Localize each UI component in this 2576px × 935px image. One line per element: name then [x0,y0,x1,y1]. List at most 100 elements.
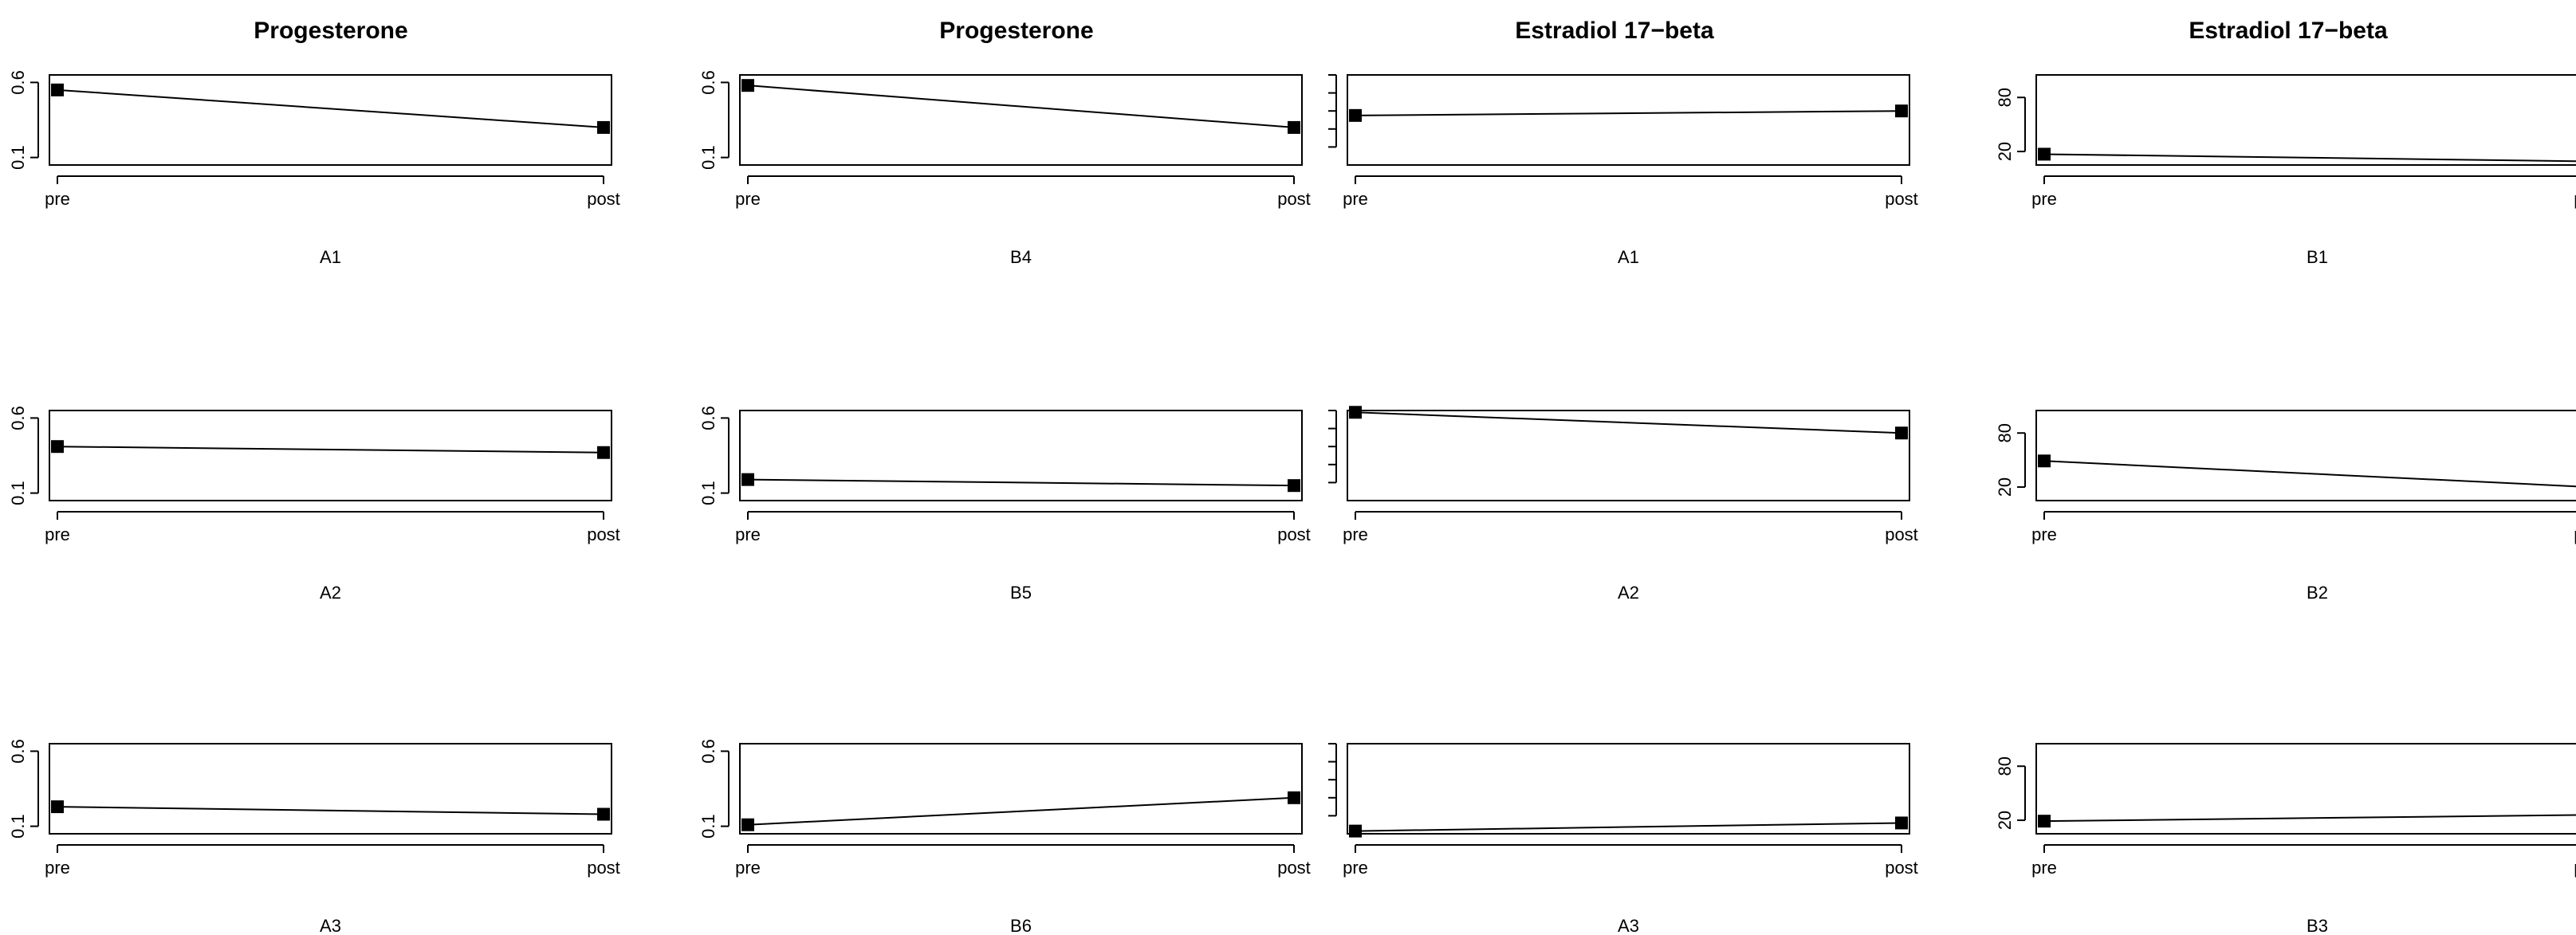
x-tick-label-pre: pre [45,858,70,878]
panel-a1-3: pre post A1 [1328,74,1918,267]
x-tick-label-post: post [1885,858,1918,878]
data-point-post [1895,104,1908,118]
y-tick-label: 0.1 [698,814,718,839]
column-titles: Progesterone Progesterone Estradiol 17−b… [254,18,2388,44]
x-tick-label-pre: pre [1343,524,1368,544]
data-point-pre [741,79,754,92]
data-point-pre [1349,406,1362,419]
plot-frame [1347,743,1910,835]
panel-label: A3 [320,916,341,935]
plot-frame [1347,74,1910,166]
data-point-pre [2038,147,2051,161]
y-tick-label: 0.6 [698,739,718,764]
y-tick-label: 0.1 [8,481,28,505]
data-point-pre [741,818,754,831]
x-tick-label-post: post [1277,524,1311,544]
data-point-post [1288,479,1300,493]
panel-a3-1: 0.1 0.6 pre post A3 [8,739,620,935]
panel-label: B3 [2307,916,2328,935]
y-tick-label: 0.6 [8,70,28,95]
plot-frame [49,410,612,501]
x-tick-label-pre: pre [735,858,761,878]
data-point-pre [51,440,64,454]
data-point-pre [1349,108,1362,122]
x-tick-label-pre: pre [2031,524,2057,544]
series-line [1355,411,1902,434]
panel-label: A3 [1618,916,1639,935]
plot-frame [739,743,1303,835]
x-tick-label-pre: pre [1343,189,1368,209]
y-tick-label: 0.6 [8,406,28,430]
panel-a2-1: 0.1 0.6 pre post A2 [8,406,620,603]
panel-a3-3: pre post A3 [1328,743,1918,935]
panel-label: A1 [1618,247,1639,267]
data-point-post [597,120,610,134]
x-tick-label-post: post [587,524,620,544]
plot-frame [739,410,1303,501]
panel-b2-4: 20 80 pre post B2 [1995,410,2576,603]
plot-frame [49,743,612,835]
x-tick-label-pre: pre [735,189,761,209]
x-tick-label-post: post [2574,189,2576,209]
plot-frame [49,74,612,166]
x-tick-label-pre: pre [1343,858,1368,878]
y-tick-label: 80 [1995,423,2015,442]
x-tick-label-post: post [1885,189,1918,209]
x-tick-label-pre: pre [45,524,70,544]
y-tick-label: 0.1 [698,145,718,170]
y-tick-label: 20 [1995,477,2015,497]
data-point-post [597,807,610,821]
y-tick-label: 0.6 [8,739,28,764]
panel-a1-1: 0.1 0.6 pre post A1 [8,70,620,267]
x-tick-label-post: post [587,189,620,209]
data-point-pre [2038,815,2051,828]
data-point-pre [51,83,64,96]
panel-b1-4: 20 80 pre post B1 [1995,74,2576,267]
data-point-pre [1349,824,1362,838]
panel-a2-3: pre post A2 [1328,406,1918,603]
plot-frame [2035,74,2576,166]
panel-label: A2 [320,583,341,603]
column-title-3: Estradiol 17−beta [1515,18,1714,44]
x-tick-label-post: post [2574,524,2576,544]
plot-frame [2035,743,2576,835]
series-line [1355,822,1902,832]
panel-label: B4 [1010,247,1032,267]
panel-label: A1 [320,247,341,267]
panel-b6-2: 0.1 0.6 pre post B6 [698,739,1311,935]
column-title-4: Estradiol 17−beta [2189,18,2388,44]
x-tick-label-pre: pre [735,524,761,544]
y-tick-label: 20 [1995,142,2015,161]
y-tick-label: 0.1 [8,814,28,839]
data-point-pre [2038,454,2051,468]
x-tick-label-post: post [2574,858,2576,878]
series-line [2043,460,2576,488]
series-line [747,478,1295,487]
series-line [747,84,1295,128]
x-tick-label-post: post [1277,858,1311,878]
panel-label: A2 [1618,583,1639,603]
data-point-post [1895,426,1908,440]
panel-label: B1 [2307,247,2328,267]
series-line [57,806,604,815]
plot-frame [739,74,1303,166]
series-line [2043,814,2576,823]
plot-frame [2035,410,2576,501]
panel-b3-4: 20 80 pre post B3 [1995,743,2576,935]
y-tick-label: 80 [1995,756,2015,776]
panel-label: B5 [1010,583,1032,603]
y-tick-label: 80 [1995,88,2015,107]
panel-label: B6 [1010,916,1032,935]
y-tick-label: 0.1 [698,481,718,505]
x-tick-label-pre: pre [2031,858,2057,878]
panel-b5-2: 0.1 0.6 pre post B5 [698,406,1311,603]
panel-label: B2 [2307,583,2328,603]
x-tick-label-post: post [587,858,620,878]
series-line [57,446,604,454]
series-line [747,796,1295,826]
data-point-post [1288,791,1300,804]
data-point-pre [741,473,754,486]
data-point-post [1288,120,1300,134]
y-tick-label: 20 [1995,811,2015,830]
